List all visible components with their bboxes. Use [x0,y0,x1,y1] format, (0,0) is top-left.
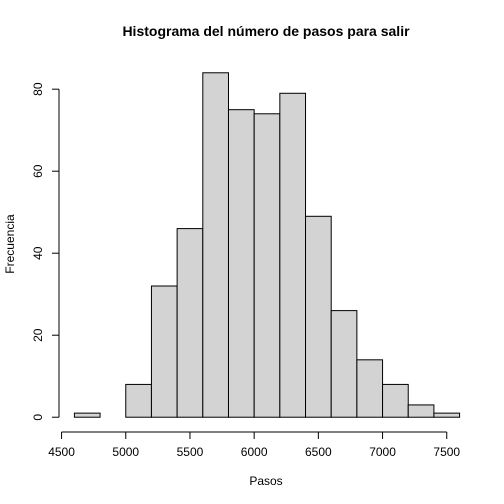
x-tick-label: 7000 [369,445,396,459]
x-axis: 4500 5000 5500 6000 6500 7000 7500 [48,431,460,459]
y-axis-label: Frecuencia [3,214,17,274]
histogram-bar [176,228,204,418]
histogram-bar [407,404,435,418]
x-axis-label: Pasos [249,474,282,488]
y-tick-label: 0 [31,414,45,421]
y-tick-label: 80 [31,82,45,96]
x-tick-label: 6500 [305,445,332,459]
y-tick-label: 60 [31,164,45,178]
y-tick-label: 40 [31,246,45,260]
histogram-bar [382,383,409,418]
x-tick-label: 6000 [241,445,268,459]
histogram-bar [279,92,307,418]
y-axis: 0 20 40 60 80 [31,82,60,421]
x-tick-label: 5500 [177,445,204,459]
x-tick-label: 5000 [112,445,139,459]
histogram-bar [125,383,152,418]
x-tick-label: 7500 [433,445,460,459]
histogram-bar [150,285,178,418]
bars-group [73,72,461,418]
histogram-bar [73,412,101,418]
x-tick-label: 4500 [48,445,75,459]
histogram-bar [305,215,332,418]
histogram-bar [330,310,358,418]
y-tick-label: 20 [31,328,45,342]
histogram-bar [227,109,255,418]
histogram-bar [433,412,461,418]
histogram-bar [356,359,384,418]
histogram-bar [253,113,281,418]
histogram-bar [202,72,229,418]
chart-title: Histograma del número de pasos para sali… [122,23,410,39]
